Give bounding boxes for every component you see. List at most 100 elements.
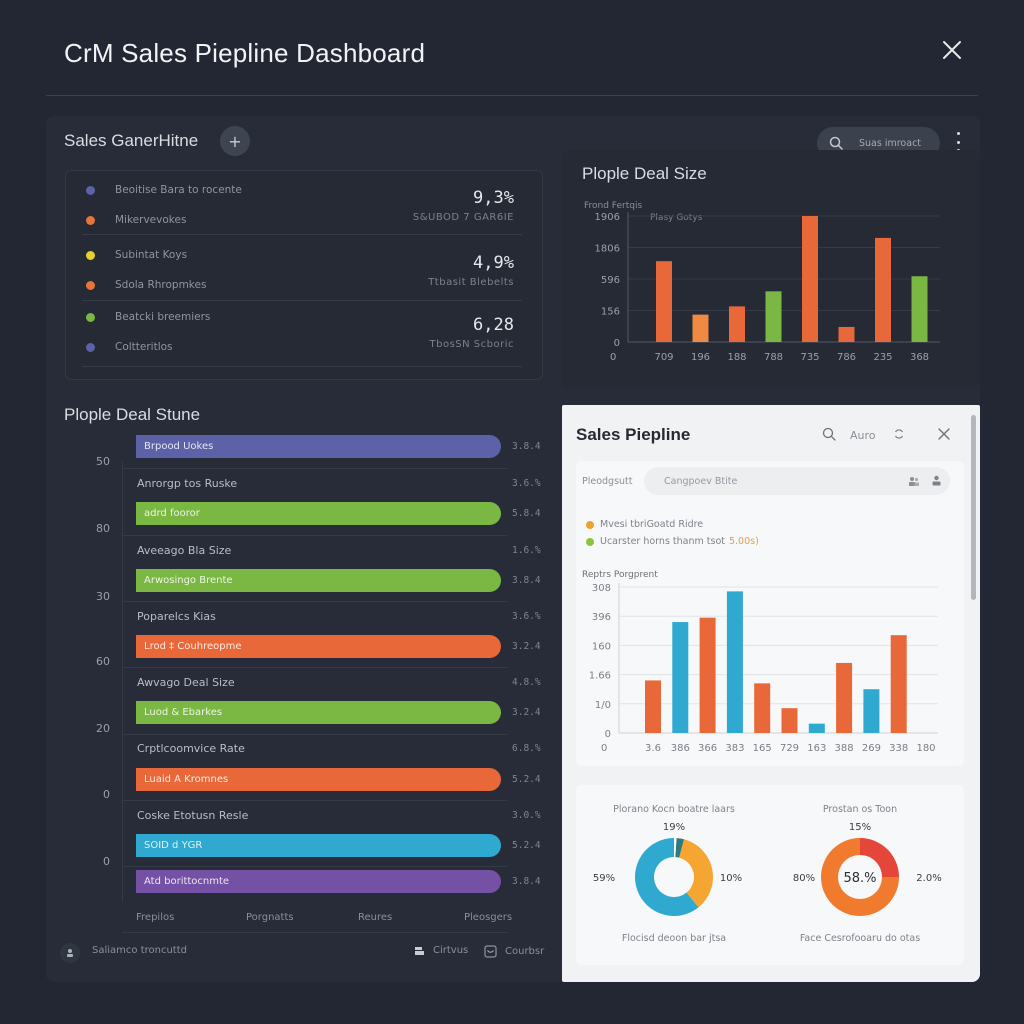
stat-value: 6,28 (473, 315, 514, 335)
donut-slice (679, 839, 713, 908)
row-divider (122, 601, 507, 602)
horizontal-bar[interactable]: Lrod ‡ Couhreopme (136, 635, 501, 658)
search-icon (822, 427, 836, 441)
search-placeholder: Suas imroact (859, 137, 922, 149)
x-category-label: Reures (358, 912, 393, 923)
donut-caption: Face Cesrofooaru do otas (800, 933, 920, 944)
divider (82, 234, 522, 235)
y-tick-label: 1/0 (595, 700, 611, 711)
footer-item-label: Cirtvus (433, 945, 469, 956)
x-tick-label: 709 (654, 352, 673, 363)
donut-center-label: 58.% (843, 871, 876, 886)
modal-scrollbar[interactable] (971, 415, 976, 600)
donut-slice (675, 838, 684, 858)
stack-icon (415, 946, 424, 955)
y-tick-label: 1806 (595, 244, 620, 255)
x-tick-label: 165 (753, 743, 772, 754)
horizontal-bar[interactable]: Atd borittocnmte (136, 870, 501, 893)
stat-group: Beatcki breemiers Coltteritlos 6,28 Tbos… (66, 301, 542, 367)
y-tick-label: 1.66 (589, 671, 611, 682)
horizontal-bar[interactable]: SOID d YGR (136, 834, 501, 857)
add-button[interactable]: + (220, 126, 250, 156)
stat-label: Beatcki breemiers (115, 311, 211, 323)
bar (672, 622, 689, 733)
stat-subtext: TbosSN Scboric (429, 339, 514, 350)
horizontal-bar[interactable]: Luaid A Kromnes (136, 768, 501, 791)
donut-charts-card: Plorano Kocn boatre laars 19% 59% 10% Fl… (576, 785, 964, 965)
bar (726, 591, 743, 733)
stats-box: Beoitise Bara to rocente Mikervevokes 9,… (65, 170, 543, 380)
x-tick-label: 786 (837, 352, 856, 363)
category-filter-input[interactable]: Cangpoev Btite (644, 467, 950, 495)
legend-dot (86, 280, 95, 290)
bar (781, 708, 798, 733)
chart-title: Plople Deal Size (582, 164, 707, 183)
footer-item-label: Courbsr (505, 946, 545, 957)
kebab-menu-icon (956, 132, 960, 135)
horizontal-bar[interactable]: adrd fooror (136, 502, 501, 525)
donut-label-left: 59% (593, 873, 615, 884)
bar-value: 3.8.4 (512, 441, 541, 452)
horizontal-bar[interactable]: Brpood Uokes (136, 435, 501, 458)
x-tick-label: 788 (764, 352, 783, 363)
legend-label: Mvesi tbriGoatd Ridre (600, 519, 704, 530)
plus-icon: + (228, 131, 242, 151)
row-divider (122, 734, 507, 735)
x-tick-label: 269 (862, 743, 881, 754)
modal-search-button[interactable] (822, 427, 836, 444)
donut-caption: Flocisd deoon bar jtsa (622, 933, 726, 944)
y-tick-label: 396 (592, 612, 611, 623)
sales-pipeline-modal: Sales Piepline Auro Pleodgsutt Cangpoev … (562, 405, 980, 982)
deal-size-bar-chart: Frond Fertqis Plasy Gotys 0 156 596 1806 190… (584, 201, 940, 363)
user-status-label: Saliamco troncuttd (92, 945, 187, 956)
y-axis-line (122, 462, 123, 902)
x-tick-label: 188 (727, 352, 746, 363)
auto-toggle[interactable]: Auro (850, 429, 876, 442)
inbox-icon (484, 945, 497, 958)
bar-value: 3.2.4 (512, 641, 541, 652)
x-origin-label: 0 (601, 743, 607, 754)
footer-item-courbsr[interactable]: Courbsr (484, 945, 544, 958)
row-divider (122, 667, 507, 668)
bar (754, 683, 771, 733)
bar-heading: Anrorgp tos Ruske (137, 477, 238, 490)
reports-bar-chart: Reptrs Porgprent 0 1/0 1.66 160 396 308 0 3.6 3… (582, 570, 938, 754)
modal-close-button[interactable] (937, 427, 951, 444)
bar-value: 3.2.4 (512, 707, 541, 718)
donut-label-right: 2.0% (916, 873, 941, 884)
footer-item-cirtvus[interactable]: Cirtvus (414, 945, 468, 956)
row-divider (122, 468, 507, 469)
user-icon[interactable] (931, 475, 942, 486)
close-button[interactable] (940, 38, 964, 62)
y-tick-label: 0 (103, 788, 110, 801)
donut-title: Prostan os Toon (823, 804, 897, 815)
stat-row: Subintat Koys (86, 247, 187, 263)
x-tick-label: 338 (889, 743, 908, 754)
x-tick-label: 235 (873, 352, 892, 363)
more-options-button[interactable] (950, 132, 966, 152)
bar (699, 617, 716, 733)
horizontal-bar[interactable]: Arwosingo Brente (136, 569, 501, 592)
filter-placeholder: Cangpoev Btite (664, 475, 738, 487)
avatar[interactable] (60, 943, 80, 963)
stat-group: Beoitise Bara to rocente Mikervevokes 9,… (66, 171, 542, 235)
legend-dot (86, 185, 95, 195)
legend-dot (86, 250, 95, 260)
stat-subtext: Ttbasit Blebelts (428, 277, 514, 288)
refresh-button[interactable] (893, 428, 905, 443)
y-tick-label: 596 (601, 275, 620, 286)
bar-heading: Coske Etotusn Resle (137, 809, 249, 822)
filter-label: Pleodgsutt (582, 475, 633, 487)
user-group-icon[interactable] (908, 476, 920, 487)
x-category-label: Frepilos (136, 912, 175, 923)
bar-heading: Aveeago Bla Size (137, 544, 232, 557)
stat-value: 9,3% (473, 188, 514, 208)
bar-heading-value: 3.6.% (512, 478, 541, 489)
stat-label: Sdola Rhropmkes (115, 279, 207, 291)
stat-row: Sdola Rhropmkes (86, 277, 206, 293)
app-header: CrM Sales Piepline Dashboard (46, 0, 978, 96)
horizontal-bar[interactable]: Luod & Ebarkes (136, 701, 501, 724)
chart-title: Reptrs Porgprent (582, 570, 658, 580)
bar-heading: Poparelcs Kias (137, 610, 216, 623)
divider (82, 300, 522, 301)
